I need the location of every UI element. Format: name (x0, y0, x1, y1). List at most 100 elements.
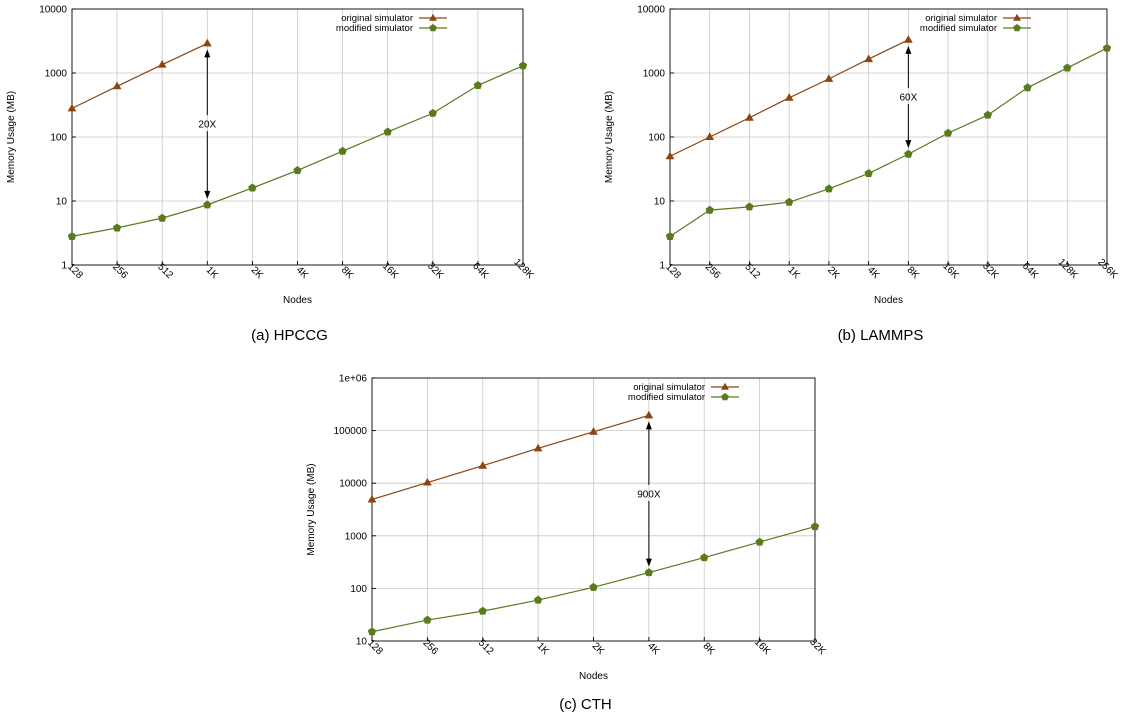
original-simulator-series-line (372, 415, 649, 499)
modified-simulator-point (645, 568, 653, 576)
y-tick-label: 10 (654, 197, 666, 208)
modified-simulator-point (984, 111, 992, 119)
chart-panel-1: 1 10 100 1000 10000 128 256 512 1K 2K 4K 8K 16K 32K 64… (604, 5, 1120, 345)
y-tick-label: 1000 (345, 531, 368, 542)
legend-modified-label: modified simulator (336, 23, 413, 34)
chart-panel-2: 10 100 1000 10000 100000 1e+06 128 256 512 1K 2K 4K… (306, 374, 828, 714)
figure-caption: (c) CTH (559, 696, 612, 713)
legend-original-marker (1013, 14, 1021, 21)
annotation-label: 60X (899, 92, 917, 103)
original-simulator-point (745, 113, 754, 121)
figure-caption: (a) HPCCG (251, 327, 328, 344)
x-axis-label: Nodes (579, 671, 608, 682)
annotation-arrowhead (646, 421, 652, 429)
x-axis-label: Nodes (283, 295, 312, 306)
legend-modified-label: modified simulator (628, 392, 705, 403)
original-simulator-point (645, 411, 654, 419)
x-tick-label: 16K (380, 261, 401, 282)
x-tick-label: 128 (663, 262, 683, 282)
modified-simulator-point (248, 184, 256, 192)
original-simulator-point (825, 74, 834, 82)
modified-simulator-point (745, 202, 753, 210)
modified-simulator-point (519, 61, 527, 69)
annotation-label: 20X (198, 120, 216, 131)
original-simulator-point (203, 39, 212, 47)
x-tick-label: 512 (476, 638, 496, 658)
legend-original-marker (429, 14, 437, 21)
x-tick-label: 128K (511, 257, 536, 282)
x-tick-label: 256 (703, 262, 723, 282)
x-tick-label: 2K (249, 265, 266, 282)
modified-simulator-point (158, 214, 166, 222)
y-tick-label: 10000 (339, 479, 367, 490)
x-tick-label: 64K (470, 261, 491, 282)
modified-simulator-point (666, 232, 674, 240)
annotation-arrowhead (204, 49, 210, 57)
x-axis-label: Nodes (874, 295, 903, 306)
x-tick-label: 16K (940, 261, 961, 282)
x-tick-label: 1K (785, 265, 802, 282)
original-simulator-point (705, 132, 714, 140)
legend-original-marker (721, 383, 729, 390)
x-tick-label: 128 (365, 638, 385, 658)
modified-simulator-point (113, 223, 121, 231)
y-tick-label: 10 (56, 197, 68, 208)
original-simulator-point (904, 35, 913, 43)
x-tick-label: 32K (980, 261, 1001, 282)
modified-simulator-point (755, 538, 763, 546)
x-tick-label: 64K (1020, 261, 1041, 282)
original-simulator-point (666, 152, 675, 160)
annotation-label: 900X (637, 489, 661, 500)
modified-simulator-point (589, 583, 597, 591)
x-tick-label: 1K (204, 265, 221, 282)
modified-simulator-point (68, 232, 76, 240)
modified-simulator-point (1023, 83, 1031, 91)
x-tick-label: 1K (534, 641, 551, 658)
figure-caption: (b) LAMMPS (838, 327, 924, 344)
y-tick-label: 100000 (334, 426, 368, 437)
x-tick-label: 256 (110, 262, 130, 282)
y-axis-label: Memory Usage (MB) (6, 91, 17, 183)
annotation-arrowhead (646, 559, 652, 567)
x-tick-label: 128 (65, 262, 85, 282)
legend-modified-marker (429, 24, 437, 31)
legend-modified-marker (1013, 24, 1021, 31)
modified-simulator-series-line (670, 48, 1107, 236)
y-tick-label: 1e+06 (339, 374, 368, 385)
modified-simulator-point (479, 607, 487, 615)
y-tick-label: 100 (50, 133, 67, 144)
annotation-arrowhead (204, 191, 210, 199)
x-tick-label: 512 (155, 262, 175, 282)
modified-simulator-point (338, 147, 346, 155)
original-simulator-series-line (72, 43, 207, 108)
x-tick-label: 8K (905, 265, 922, 282)
modified-simulator-point (429, 109, 437, 117)
x-tick-label: 256K (1095, 257, 1120, 282)
y-tick-label: 10000 (637, 5, 665, 16)
y-tick-label: 100 (648, 133, 665, 144)
modified-simulator-point (474, 81, 482, 89)
x-tick-label: 8K (339, 265, 356, 282)
modified-simulator-point (864, 169, 872, 177)
x-tick-label: 2K (590, 641, 607, 658)
x-tick-label: 4K (865, 265, 882, 282)
modified-simulator-point (203, 200, 211, 208)
x-tick-label: 128K (1056, 257, 1081, 282)
x-tick-label: 32K (425, 261, 446, 282)
modified-simulator-point (423, 616, 431, 624)
modified-simulator-point (811, 522, 819, 530)
legend-modified-marker (721, 393, 729, 400)
modified-simulator-point (706, 206, 714, 214)
chart-panel-0: 1 10 100 1000 10000 128 256 512 1K 2K 4K 8K 16K 32K 64… (6, 5, 536, 345)
modified-simulator-point (368, 627, 376, 635)
y-tick-label: 100 (350, 584, 367, 595)
x-tick-label: 4K (645, 641, 662, 658)
modified-simulator-point (1103, 44, 1111, 52)
modified-simulator-point (1063, 64, 1071, 72)
x-tick-label: 256 (420, 638, 440, 658)
x-tick-label: 2K (825, 265, 842, 282)
annotation-arrowhead (905, 140, 911, 148)
y-tick-label: 1000 (643, 69, 666, 80)
x-tick-label: 32K (807, 637, 828, 658)
